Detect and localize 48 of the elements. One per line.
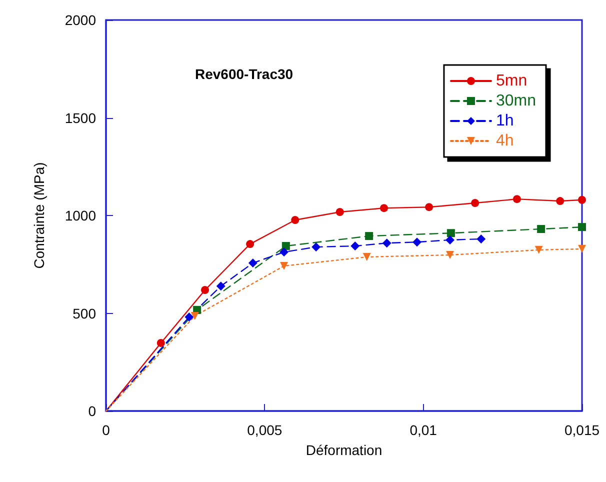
text: Rev600-Trac30: [195, 66, 294, 82]
y-tick-label: 0: [88, 403, 96, 419]
y-tick-label: 1500: [64, 110, 96, 126]
x-tick-label: 0: [102, 422, 110, 438]
y-axis-title: Contrainte (MPa): [31, 162, 47, 269]
x-tick-label: 0,01: [410, 422, 438, 438]
point: [291, 216, 300, 224]
point: [365, 232, 374, 240]
legend-label: 1h: [496, 112, 514, 130]
point: [280, 248, 289, 257]
point: [336, 208, 344, 216]
point: [190, 312, 199, 320]
point: [446, 229, 455, 238]
x-tick-label: 0,005: [247, 422, 282, 438]
x-axis-title: Déformation: [306, 442, 382, 458]
point: [578, 196, 586, 204]
point: [201, 286, 210, 294]
point: [578, 223, 586, 232]
point: [312, 242, 321, 252]
x-tick-label: 0,015: [564, 422, 600, 438]
legend-label: 30mn: [496, 92, 536, 110]
point: [248, 258, 258, 268]
point: [246, 240, 254, 248]
point: [184, 312, 194, 322]
point: [425, 203, 434, 212]
point: [476, 234, 486, 244]
point: [537, 224, 546, 233]
y-tick-label: 1000: [64, 208, 96, 224]
point: [282, 242, 290, 250]
y-tick-label: 2000: [64, 12, 96, 28]
point: [534, 246, 543, 254]
point: [280, 262, 288, 270]
legend-label: 5mn: [496, 72, 528, 90]
point: [512, 195, 521, 204]
point: [446, 250, 454, 259]
point: [382, 238, 392, 248]
point: [362, 252, 371, 261]
point: [445, 235, 454, 244]
point: [471, 198, 480, 207]
point: [578, 244, 586, 253]
point: [156, 338, 165, 347]
y-tick-label: 500: [72, 305, 96, 322]
point: [216, 282, 226, 291]
point: [380, 204, 388, 212]
point: [412, 238, 422, 247]
point: [350, 242, 360, 250]
legend-label: 4h: [496, 132, 514, 150]
point: [556, 197, 564, 206]
